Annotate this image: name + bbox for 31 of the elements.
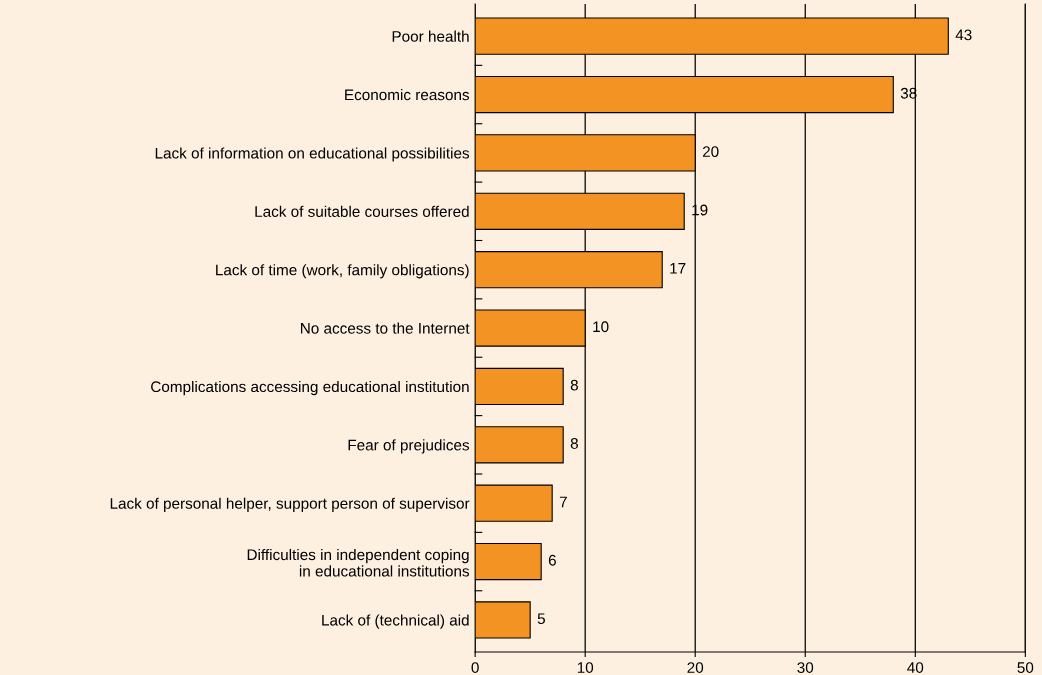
data-label: 7 <box>559 496 567 508</box>
y-tick-label: Lack of personal helper, support person of supervisor <box>110 497 470 512</box>
bar <box>475 426 564 464</box>
x-tick-label: 30 <box>797 662 814 673</box>
data-label: 6 <box>548 554 556 566</box>
data-label: 10 <box>593 321 609 333</box>
y-tick-label: No access to the Internet <box>301 322 470 334</box>
y-tick-label: Lack of information on educational possibilities <box>155 147 470 162</box>
y-tick-label: Difficulties in independent coping in educational institutions <box>247 548 470 577</box>
y-tick-label: Complications accessing educational institution <box>151 380 469 396</box>
y-tick-label: Lack of time (work, family obligations) <box>216 264 469 279</box>
y-tick-label: Fear of prejudices <box>348 439 470 454</box>
y-tick-label: Poor health <box>392 30 469 42</box>
y-tick-label: Lack of suitable courses offered <box>255 205 469 217</box>
x-tick-label: 0 <box>471 662 479 673</box>
x-tick-label: 10 <box>577 662 594 673</box>
x-tick-label: 50 <box>1017 662 1034 673</box>
data-label: 43 <box>955 29 972 41</box>
data-label: 20 <box>702 146 719 158</box>
data-label: 5 <box>537 613 545 625</box>
data-label: 8 <box>570 379 578 391</box>
bar <box>475 484 553 522</box>
y-tick-label: Economic reasons <box>345 89 470 101</box>
data-label: 8 <box>570 438 578 449</box>
data-label: 17 <box>670 263 686 274</box>
bar <box>475 542 542 581</box>
x-tick-label: 20 <box>687 662 704 673</box>
y-tick-label: Lack of (technical) aid <box>322 614 469 629</box>
bar <box>475 601 531 639</box>
x-tick-label: 40 <box>907 662 924 673</box>
bar <box>475 367 564 406</box>
